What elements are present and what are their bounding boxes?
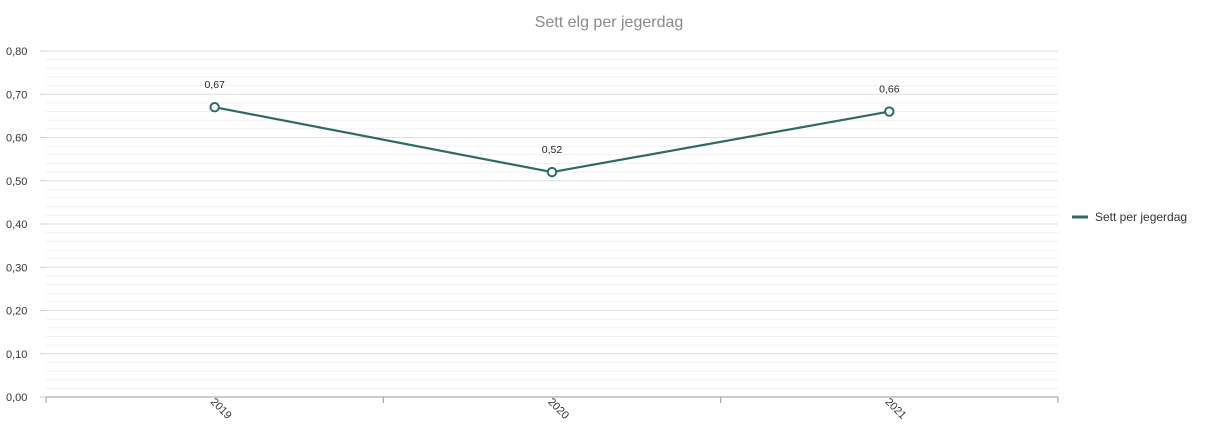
data-label: 0,67 [204, 79, 225, 91]
y-tick-label: 0,40 [6, 219, 27, 231]
chart-title: Sett elg per jegerdag [535, 14, 684, 31]
grid [46, 50, 1058, 389]
legend[interactable]: Sett per jegerdag [1072, 210, 1187, 224]
y-tick-label: 0,60 [6, 133, 27, 145]
data-point[interactable] [884, 106, 895, 117]
data-label: 0,66 [879, 84, 900, 96]
y-tick-label: 0,20 [6, 306, 27, 318]
x-tick-label: 2021 [883, 396, 909, 422]
data-label: 0,52 [542, 144, 563, 156]
y-tick-label: 0,10 [6, 349, 27, 361]
x-tick-label: 2020 [545, 396, 571, 422]
axes: 0,00 0,10 0,20 0,30 0,40 0,50 0,60 0,70 0,80 2019… [6, 46, 1059, 422]
y-tick-label: 0,30 [6, 262, 27, 274]
y-tick-label: 0,00 [6, 392, 27, 404]
data-point[interactable] [209, 102, 220, 113]
y-tick-label: 0,80 [6, 46, 27, 58]
data-point[interactable] [546, 166, 558, 178]
y-tick-label: 0,50 [6, 176, 27, 188]
legend-label[interactable]: Sett per jegerdag [1095, 210, 1187, 224]
series-line [214, 106, 890, 174]
y-tick-label: 0,70 [6, 89, 27, 101]
series-layer: 0,67 0,52 0,66 [204, 79, 900, 178]
x-tick-label: 2019 [208, 396, 234, 422]
